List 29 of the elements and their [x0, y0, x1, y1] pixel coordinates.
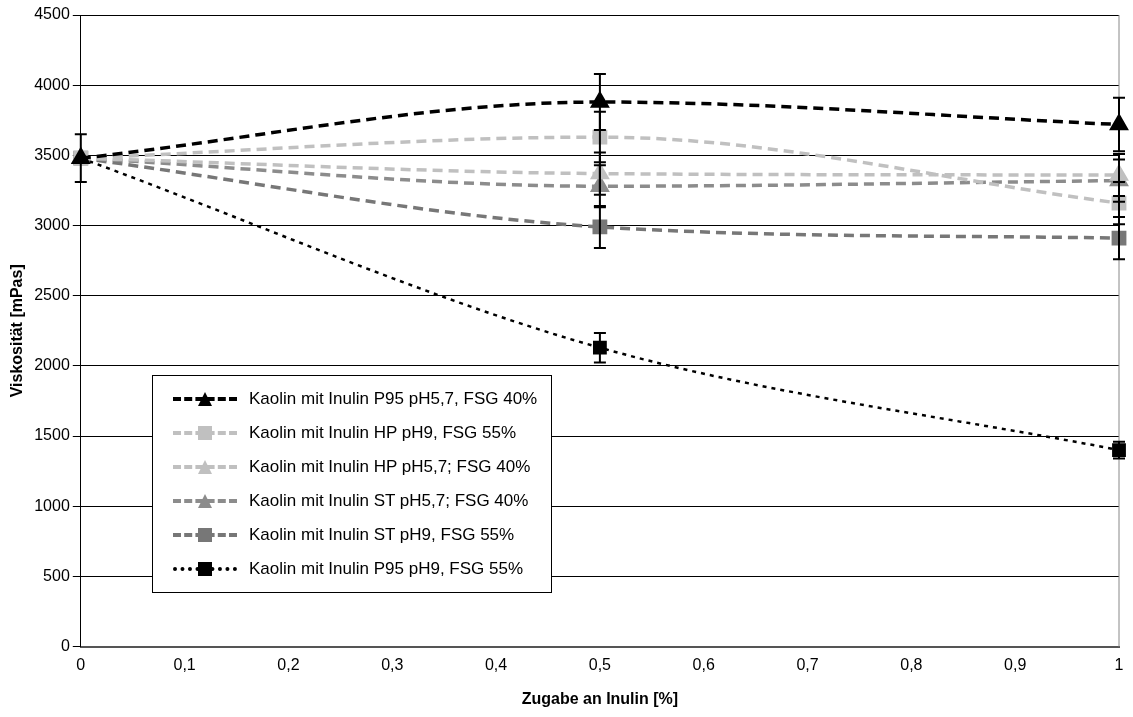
x-tick-label: 0,7: [796, 655, 819, 673]
x-axis-title: Zugabe an Inulin [%]: [521, 689, 679, 707]
y-tick-label: 3500: [34, 145, 70, 163]
legend-label: Kaolin mit Inulin HP pH9, FSG 55%: [249, 423, 517, 443]
x-tick-label: 0: [76, 655, 86, 673]
legend-label: Kaolin mit Inulin P95 pH5,7, FSG 40%: [249, 389, 538, 409]
legend-label: Kaolin mit Inulin P95 pH9, FSG 55%: [249, 559, 524, 579]
y-axis-title: Viskosität [mPas]: [8, 264, 26, 398]
legend-label: Kaolin mit Inulin HP pH5,7; FSG 40%: [249, 457, 531, 477]
y-tick-label: 1500: [34, 426, 70, 444]
legend-label: Kaolin mit Inulin ST pH9, FSG 55%: [249, 525, 515, 545]
x-tick-label: 0,9: [1004, 655, 1027, 673]
x-tick-label: 0,4: [484, 655, 508, 673]
y-tick-label: 0: [60, 637, 70, 655]
y-tick-label: 2000: [34, 356, 70, 374]
y-tick-label: 1000: [34, 496, 70, 514]
y-tick-label: 4500: [34, 5, 70, 23]
x-tick-label: 0,5: [588, 655, 612, 673]
y-tick-label: 3000: [34, 215, 70, 233]
x-tick-label: 0,1: [173, 655, 196, 673]
x-tick-label: 1: [1114, 655, 1124, 673]
x-tick-label: 0,2: [277, 655, 300, 673]
x-tick-label: 0,6: [692, 655, 715, 673]
y-tick-label: 2500: [34, 286, 70, 304]
y-tick-label: 4000: [34, 75, 70, 93]
x-tick-label: 0,8: [900, 655, 923, 673]
y-tick-label: 500: [43, 566, 70, 584]
legend-label: Kaolin mit Inulin ST pH5,7; FSG 40%: [249, 491, 529, 511]
x-tick-label: 0,3: [381, 655, 404, 673]
